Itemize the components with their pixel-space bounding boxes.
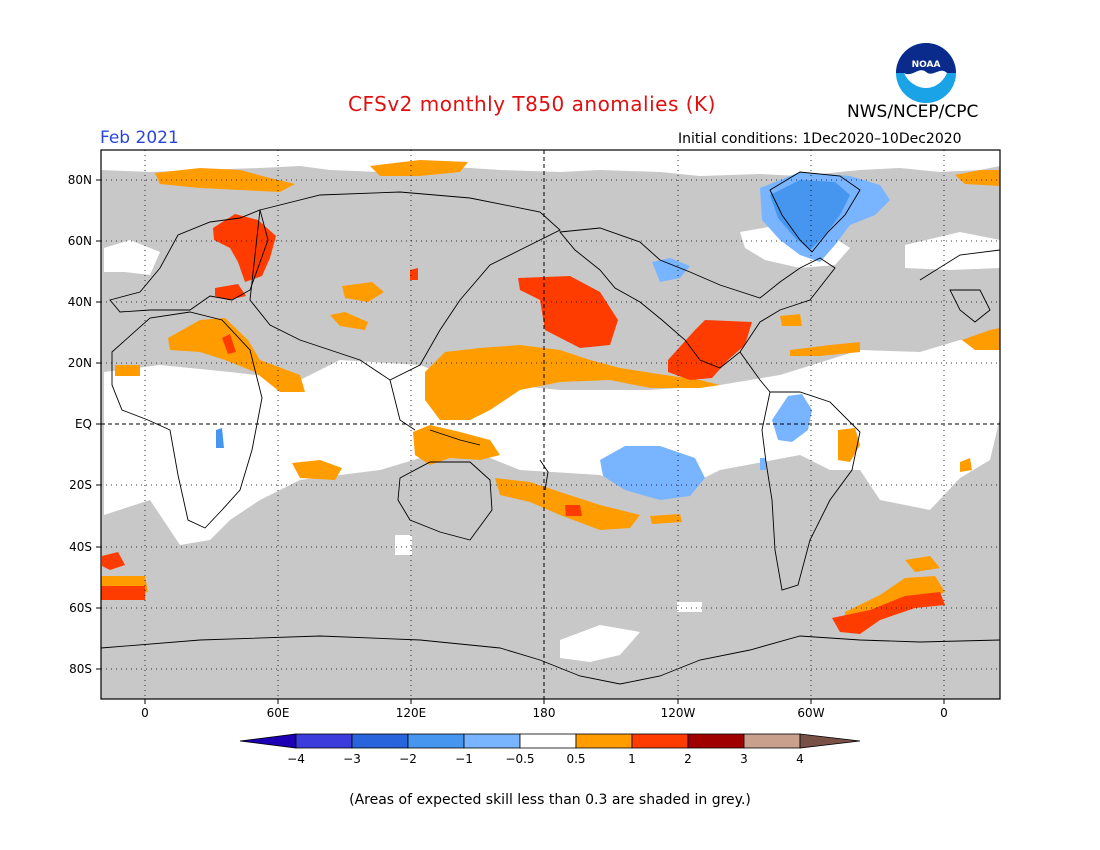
initial-conditions-label: Initial conditions: 1Dec2020–10Dec2020	[678, 131, 962, 147]
colorbar-box	[687, 733, 745, 749]
lat-label: EQ	[75, 417, 92, 431]
colorbar-box	[575, 733, 633, 749]
colorbar-box	[743, 733, 801, 749]
noaa-logo: NOAA	[896, 43, 956, 103]
lat-label: 80S	[69, 662, 92, 676]
colorbar-box	[463, 733, 521, 749]
warm-anomaly-1-2	[101, 214, 945, 634]
colorbar-arrow-right	[799, 733, 861, 749]
lon-label: 0	[141, 706, 149, 720]
colorbar-label: −0.5	[505, 752, 534, 766]
colorbar-box	[631, 733, 689, 749]
lon-label: 120E	[396, 706, 427, 720]
colorbar-label: 4	[796, 752, 804, 766]
colorbar-labels: −4 −3 −2 −1 −0.5 0.5 1 2 3 4	[287, 752, 804, 766]
colorbar-box	[295, 733, 353, 749]
colorbar-label: 0.5	[566, 752, 585, 766]
colorbar-label: −3	[343, 752, 361, 766]
month-label: Feb 2021	[100, 128, 179, 148]
lon-label: 60W	[797, 706, 824, 720]
lon-label: 60E	[267, 706, 290, 720]
longitude-labels: 0 60E 120E 180 120W 60W 0	[141, 706, 948, 720]
lat-label: 40N	[68, 295, 92, 309]
colorbar-label: 1	[628, 752, 636, 766]
lat-label: 60N	[68, 234, 92, 248]
colorbar	[239, 733, 861, 749]
colorbar-box	[519, 733, 577, 749]
logo-text: NOAA	[912, 60, 941, 70]
latitude-labels: 80N 60N 40N 20N EQ 20S 40S 60S 80S	[68, 173, 92, 676]
colorbar-box	[351, 733, 409, 749]
colorbar-box	[407, 733, 465, 749]
lat-label: 60S	[69, 601, 92, 615]
org-label: NWS/NCEP/CPC	[847, 102, 979, 122]
colorbar-label: 3	[740, 752, 748, 766]
lat-label: 80N	[68, 173, 92, 187]
lon-label: 0	[940, 706, 948, 720]
lon-label: 120W	[661, 706, 696, 720]
warm-anomaly-0p5-1	[101, 160, 1000, 622]
lat-label: 40S	[69, 540, 92, 554]
lat-label: 20S	[69, 478, 92, 492]
axis-ticks	[96, 179, 945, 704]
colorbar-arrow-left	[239, 733, 297, 749]
chart-title: CFSv2 monthly T850 anomalies (K)	[348, 92, 716, 116]
coastlines	[101, 171, 1000, 685]
lon-label: 180	[533, 706, 556, 720]
colorbar-label: −4	[287, 752, 305, 766]
lat-label: 20N	[68, 356, 92, 370]
equator-dateline	[101, 150, 1000, 699]
colorbar-label: −1	[455, 752, 473, 766]
colorbar-label: 2	[684, 752, 692, 766]
colorbar-label: −2	[399, 752, 417, 766]
skill-footnote: (Areas of expected skill less than 0.3 a…	[349, 792, 751, 808]
